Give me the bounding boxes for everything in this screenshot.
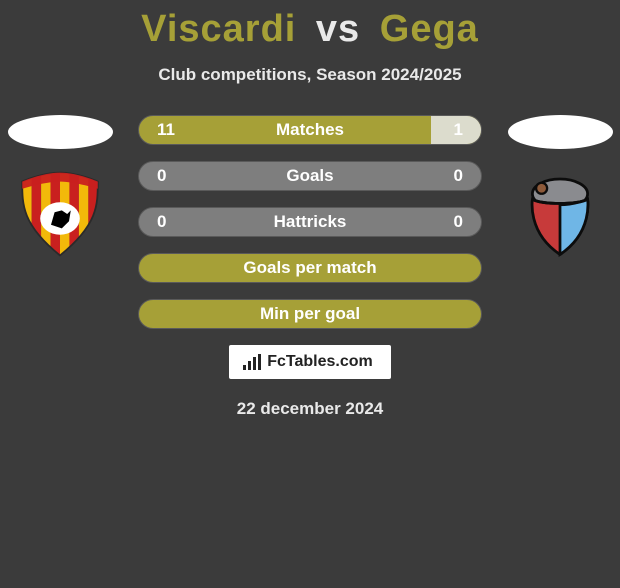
season-subtitle: Club competitions, Season 2024/2025 xyxy=(0,65,620,85)
stat-value-left: 0 xyxy=(157,212,166,232)
stat-value-right: 0 xyxy=(454,212,463,232)
stat-value-right: 1 xyxy=(454,120,463,140)
stats-bars: 11 Matches 1 0 Goals 0 0 Hattricks 0 Goa… xyxy=(138,115,482,329)
stat-bar-goals: 0 Goals 0 xyxy=(138,161,482,191)
vs-label: vs xyxy=(316,8,360,50)
stat-bar-goals-per-match: Goals per match xyxy=(138,253,482,283)
stat-label: Hattricks xyxy=(274,212,347,232)
player1-name: Viscardi xyxy=(141,8,296,50)
branding-text: FcTables.com xyxy=(267,353,373,371)
stat-label: Matches xyxy=(276,120,344,140)
stat-bar-hattricks: 0 Hattricks 0 xyxy=(138,207,482,237)
club-crest-icon xyxy=(15,169,105,259)
player2-name: Gega xyxy=(380,8,479,50)
catania-badge xyxy=(510,171,610,257)
branding-row: FcTables.com xyxy=(0,345,620,379)
left-player-column xyxy=(0,115,120,257)
stat-value-left: 0 xyxy=(157,166,166,186)
stat-bar-matches: 11 Matches 1 xyxy=(138,115,482,145)
stat-value-right: 0 xyxy=(454,166,463,186)
player1-silhouette xyxy=(8,115,113,149)
date-label: 22 december 2024 xyxy=(0,399,620,419)
fctables-logo[interactable]: FcTables.com xyxy=(229,345,391,379)
right-player-column xyxy=(500,115,620,257)
comparison-title: Viscardi vs Gega xyxy=(0,8,620,51)
stat-label: Min per goal xyxy=(260,304,360,324)
player2-silhouette xyxy=(508,115,613,149)
bar-chart-icon xyxy=(243,354,261,370)
stat-value-left: 11 xyxy=(157,120,175,140)
stat-bar-min-per-goal: Min per goal xyxy=(138,299,482,329)
benevento-badge xyxy=(10,171,110,257)
stat-label: Goals xyxy=(286,166,333,186)
club-crest-icon xyxy=(514,168,606,260)
stat-label: Goals per match xyxy=(243,258,376,278)
